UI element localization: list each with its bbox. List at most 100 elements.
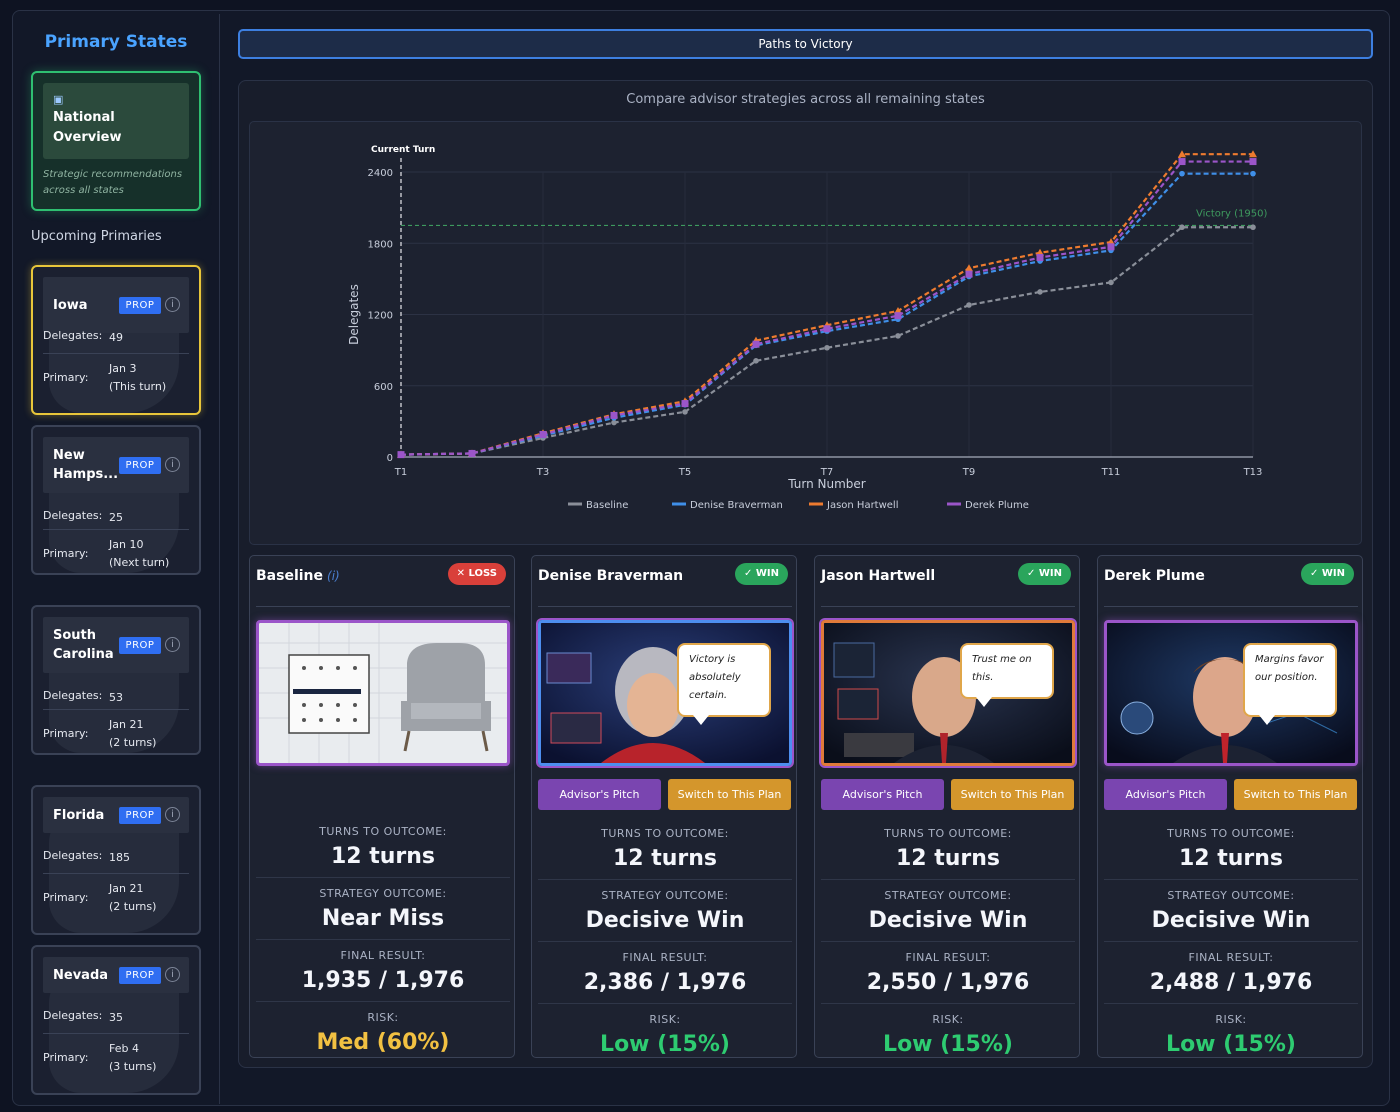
switch-plan-button[interactable]: Switch to This Plan — [668, 779, 791, 810]
data-point — [1036, 254, 1044, 261]
outcome-value: Decisive Win — [585, 908, 745, 933]
outcome-label: STRATEGY OUTCOME: — [1167, 889, 1295, 902]
data-point — [894, 312, 902, 320]
y-tick-label: 0 — [387, 453, 393, 464]
primary-label: Primary: — [43, 547, 89, 560]
state-card-iowa[interactable]: Iowa PROP i Delegates: 49 Primary: Jan 3… — [31, 265, 201, 415]
baseline-image — [256, 620, 510, 766]
victory-label: Victory (1950) — [1196, 208, 1267, 219]
prop-badge: PROP — [119, 967, 161, 984]
advisor-card-jason-hartwell: Jason Hartwell ✓ WIN Trust me on this. A… — [814, 555, 1080, 1058]
state-card-nevada[interactable]: Nevada PROP i Delegates: 35 Primary: Feb… — [31, 945, 201, 1095]
sidebar: Primary States ▣ National Overview Strat… — [16, 14, 220, 1104]
x-tick-label: T5 — [678, 467, 691, 478]
primary-label: Primary: — [43, 371, 89, 384]
sidebar-title: Primary States — [44, 32, 188, 52]
turns-value: 12 turns — [1178, 846, 1284, 871]
state-header: Iowa PROP i — [43, 277, 189, 333]
switch-plan-button[interactable]: Switch to This Plan — [1234, 779, 1357, 810]
state-name: Nevada — [53, 967, 109, 983]
primary-row: Primary: Jan 21 (2 turns) — [43, 873, 189, 923]
portrait-illustration — [541, 623, 789, 763]
x-tick-label: T7 — [820, 467, 833, 478]
outcome-label: STRATEGY OUTCOME: — [884, 889, 1012, 902]
advisor-pitch-button[interactable]: Advisor's Pitch — [1104, 779, 1227, 810]
result-value: 2,488 / 1,976 — [1149, 970, 1313, 995]
stats-block: TURNS TO OUTCOME: 12 turns STRATEGY OUTC… — [538, 826, 792, 1062]
result-value: 2,550 / 1,976 — [866, 970, 1030, 995]
info-icon[interactable]: i — [165, 807, 180, 822]
info-icon[interactable]: i — [165, 297, 180, 312]
advisor-card-baseline: Baseline (i) ✕ LOSS TURNS TO OUTC — [249, 555, 515, 1058]
x-tick-label: T9 — [962, 467, 975, 478]
divider — [821, 606, 1075, 607]
advisor-name: Derek Plume — [1104, 568, 1205, 584]
data-point — [1250, 224, 1256, 231]
data-point — [682, 409, 688, 415]
advisor-name: Denise Braverman — [538, 568, 684, 584]
prop-badge: PROP — [119, 297, 161, 314]
turns-value: 12 turns — [895, 846, 1001, 871]
data-point — [1250, 170, 1256, 177]
panel-subtitle: Compare advisor strategies across all re… — [626, 92, 985, 107]
prop-badge: PROP — [119, 637, 161, 654]
state-card-south-carolina[interactable]: South Carolina PROP i Delegates: 53 Prima… — [31, 605, 201, 755]
info-icon[interactable]: i — [165, 637, 180, 652]
primary-row: Primary: Feb 4 (3 turns) — [43, 1033, 189, 1083]
risk-label: RISK: — [932, 1013, 964, 1026]
turns-label: TURNS TO OUTCOME: — [884, 827, 1012, 840]
y-tick-label: 1200 — [368, 311, 393, 322]
result-value: 1,935 / 1,976 — [301, 968, 465, 993]
primary-label: Primary: — [43, 727, 89, 740]
info-icon[interactable]: i — [165, 967, 180, 982]
data-point — [823, 325, 831, 333]
baseline-info-link[interactable]: (i) — [327, 569, 340, 583]
result-label: FINAL RESULT: — [1188, 951, 1274, 964]
legend-label: Jason Hartwell — [826, 500, 899, 511]
turns-label: TURNS TO OUTCOME: — [1167, 827, 1295, 840]
outcome-label: STRATEGY OUTCOME: — [601, 889, 729, 902]
info-icon[interactable]: i — [165, 457, 180, 472]
data-point — [1107, 243, 1115, 251]
advisor-quote-bubble: Victory is absolutely certain. — [677, 643, 771, 725]
delegates-value: 49 — [109, 331, 123, 344]
state-card-florida[interactable]: Florida PROP i Delegates: 185 Primary: J… — [31, 785, 201, 935]
y-tick-label: 600 — [374, 382, 393, 393]
risk-value: Low (15%) — [883, 1032, 1013, 1057]
data-point — [752, 340, 760, 348]
delegates-label: Delegates: — [43, 689, 103, 702]
delegates-label: Delegates: — [43, 329, 103, 342]
state-header: New Hamps... PROP i — [43, 437, 189, 493]
advisor-card-denise-braverman: Denise Braverman ✓ WIN Victory is absolu… — [531, 555, 797, 1058]
data-point — [1178, 150, 1186, 158]
switch-plan-button[interactable]: Switch to This Plan — [951, 779, 1074, 810]
legend-label: Baseline — [586, 500, 628, 511]
data-point — [1108, 279, 1114, 286]
advisor-card-derek-plume: Derek Plume ✓ WIN Margins favor our posi… — [1097, 555, 1363, 1058]
data-point — [1179, 224, 1185, 231]
divider — [1104, 606, 1358, 607]
data-point — [610, 411, 618, 419]
data-point — [824, 344, 830, 351]
x-axis-label: Turn Number — [787, 477, 866, 491]
outcome-badge-win: ✓ WIN — [1018, 563, 1071, 585]
current-turn-label: Current Turn — [371, 145, 435, 155]
primary-value: Feb 4 (3 turns) — [109, 1042, 157, 1073]
y-tick-label: 2400 — [368, 168, 393, 179]
divider — [256, 606, 510, 607]
state-header: Nevada PROP i — [43, 957, 189, 993]
state-card-new-hampshire[interactable]: New Hamps... PROP i Delegates: 25 Primary… — [31, 425, 201, 575]
tab-paths-to-victory[interactable]: Paths to Victory — [238, 29, 1373, 59]
advisor-pitch-button[interactable]: Advisor's Pitch — [538, 779, 661, 810]
advisor-pitch-button[interactable]: Advisor's Pitch — [821, 779, 944, 810]
y-tick-label: 1800 — [368, 239, 393, 250]
result-label: FINAL RESULT: — [622, 951, 708, 964]
x-tick-label: T13 — [1243, 467, 1263, 478]
delegates-value: 185 — [109, 851, 130, 864]
prop-badge: PROP — [119, 457, 161, 474]
chart-container: 0 600 1200 1800 2400 T1 T3 T5 T7 T9 T11 T13 Turn Num… — [249, 121, 1362, 545]
risk-value: Low (15%) — [1166, 1032, 1296, 1057]
national-overview-card[interactable]: ▣ National Overview Strategic recommenda… — [31, 71, 201, 211]
chair-illustration — [259, 623, 507, 763]
state-name: New Hamps... — [53, 448, 119, 482]
